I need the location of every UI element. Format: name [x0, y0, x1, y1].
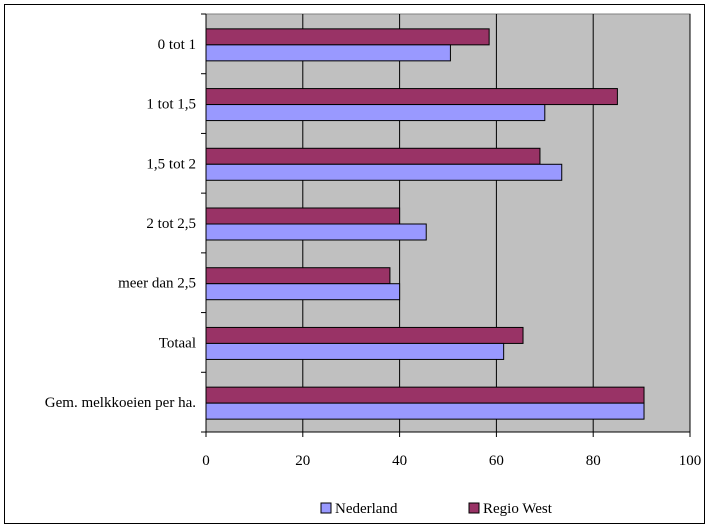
bar-regio-west — [205, 28, 490, 46]
legend-label: Nederland — [335, 501, 398, 517]
x-tick-label: 0 — [202, 453, 210, 469]
x-tick-label: 40 — [392, 453, 407, 469]
legend: Nederland Regio West — [320, 501, 553, 517]
category-label: 1 tot 1,5 — [146, 97, 196, 113]
bar-nederland — [205, 342, 505, 360]
x-tick-label: 20 — [295, 453, 310, 469]
x-tick-label: 80 — [586, 453, 601, 469]
category-label: 2 tot 2,5 — [146, 216, 196, 232]
legend-label: Regio West — [483, 501, 553, 517]
category-labels: 0 tot 1 1 tot 1,5 1,5 tot 2 2 tot 2,5 meer d… — [45, 37, 196, 411]
bar-nederland — [205, 44, 451, 62]
x-tick-label: 60 — [489, 453, 504, 469]
legend-swatch — [468, 502, 480, 514]
bar-regio-west — [205, 267, 391, 285]
bar-nederland — [205, 163, 563, 181]
bar-regio-west — [205, 88, 618, 106]
axes — [201, 13, 691, 437]
category-label: meer dan 2,5 — [118, 276, 196, 292]
category-label: Gem. melkkoeien per ha. — [45, 395, 196, 411]
bar-nederland — [205, 283, 401, 301]
bar-regio-west — [205, 207, 401, 225]
category-label: 0 tot 1 — [158, 37, 196, 53]
bar-nederland — [205, 402, 645, 420]
x-tick-labels: 0 20 40 60 80 100 — [202, 453, 701, 469]
x-tick-label: 100 — [679, 453, 702, 469]
bar-regio-west — [205, 386, 645, 404]
bar-nederland — [205, 104, 546, 122]
category-label: Totaal — [159, 335, 196, 351]
bar-regio-west — [205, 326, 524, 344]
bar-nederland — [205, 223, 427, 241]
category-label: 1,5 tot 2 — [146, 156, 196, 172]
legend-swatch — [320, 502, 332, 514]
bar-regio-west — [205, 147, 541, 165]
bars — [205, 28, 645, 420]
